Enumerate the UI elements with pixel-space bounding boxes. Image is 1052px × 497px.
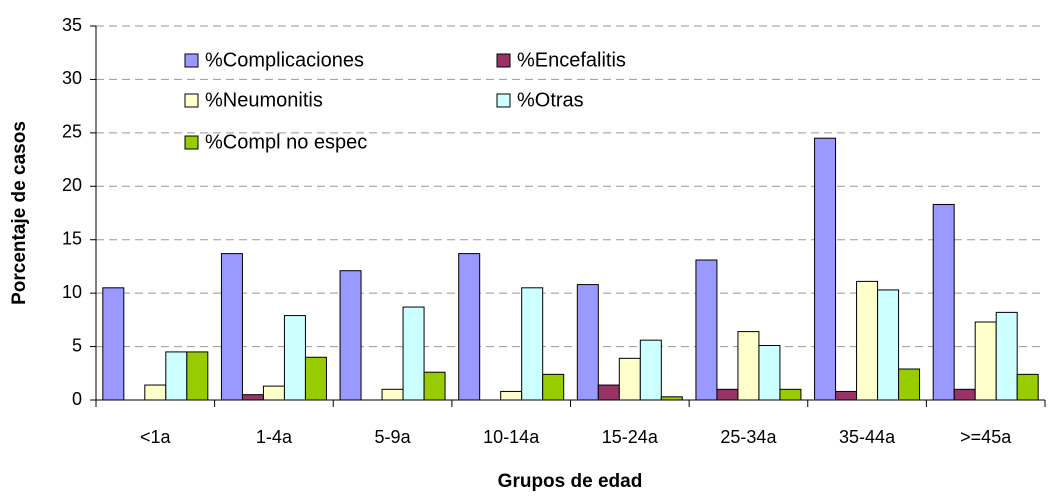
bar <box>898 368 921 401</box>
bar <box>758 345 781 401</box>
bar <box>737 331 760 401</box>
bar <box>521 287 544 401</box>
x-tick-label: <1a <box>140 427 172 447</box>
bar <box>618 357 641 401</box>
bar <box>576 284 599 401</box>
bar <box>779 388 802 401</box>
y-tick-label: 30 <box>62 68 82 88</box>
bar <box>695 259 718 401</box>
legend-label: %Encefalitis <box>517 49 626 71</box>
bar <box>304 356 327 401</box>
legend-swatch <box>496 93 511 108</box>
bar <box>220 253 243 401</box>
bar <box>500 390 523 401</box>
y-tick-label: 15 <box>62 228 82 248</box>
y-tick-label: 10 <box>62 282 82 302</box>
bar <box>716 388 739 401</box>
legend-label: %Neumonitis <box>205 89 323 111</box>
y-tick-label: 5 <box>72 335 82 355</box>
bar <box>542 373 565 401</box>
legend-label: %Otras <box>517 89 584 111</box>
bar <box>639 339 662 401</box>
bar <box>974 321 997 401</box>
x-tick-label: 10-14a <box>483 427 540 447</box>
y-tick-label: 25 <box>62 122 82 142</box>
y-axis-title: Porcentaje de casos <box>9 121 30 305</box>
y-tick-label: 0 <box>72 389 82 409</box>
legend-label: %Compl no espec <box>205 131 367 153</box>
bar <box>423 371 446 401</box>
bar <box>144 384 167 401</box>
legend-swatch <box>184 135 199 150</box>
bar <box>953 388 976 401</box>
legend-swatch <box>184 53 199 68</box>
bar <box>458 253 481 401</box>
bar <box>241 394 264 401</box>
bar <box>283 315 306 401</box>
x-tick-label: 25-34a <box>720 427 777 447</box>
bar <box>1016 373 1039 401</box>
legend-swatch <box>496 53 511 68</box>
bar <box>165 351 188 401</box>
bar <box>856 280 879 401</box>
bar <box>597 384 620 401</box>
x-tick-label: 15-24a <box>602 427 659 447</box>
bar <box>262 385 285 401</box>
bar <box>877 289 900 401</box>
y-tick-label: 20 <box>62 175 82 195</box>
bar <box>186 351 209 401</box>
x-axis-title: Grupos de edad <box>498 471 643 492</box>
bar <box>381 388 404 401</box>
bar <box>814 137 837 401</box>
bar <box>102 287 125 401</box>
legend-swatch <box>184 93 199 108</box>
x-tick-label: 1-4a <box>256 427 293 447</box>
bar <box>995 311 1018 401</box>
x-tick-label: 5-9a <box>375 427 412 447</box>
bar <box>932 203 955 401</box>
legend-label: %Complicaciones <box>205 49 364 71</box>
y-tick-label: 35 <box>62 15 82 35</box>
x-tick-label: 35-44a <box>839 427 896 447</box>
x-tick-label: >=45a <box>960 427 1012 447</box>
bar <box>835 390 858 401</box>
bar <box>339 270 362 401</box>
bar <box>402 306 425 401</box>
